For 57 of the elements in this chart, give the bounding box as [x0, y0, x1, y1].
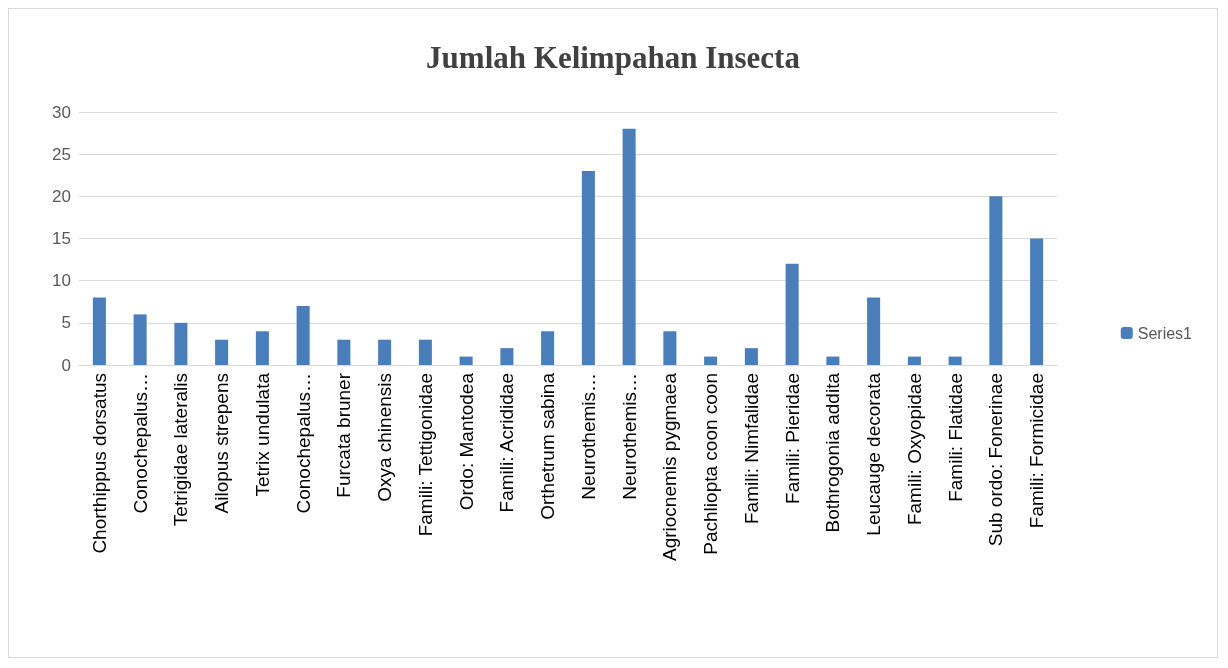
bar	[581, 171, 595, 365]
x-tick-label: Famili: Oxyopidae	[903, 373, 925, 526]
x-tick-label: Furcata bruner	[333, 372, 355, 498]
chart-title: Jumlah Kelimpahan Insecta	[426, 40, 801, 75]
y-tick-label: 30	[52, 102, 71, 122]
y-tick-label: 5	[61, 313, 71, 333]
bar	[663, 331, 677, 365]
x-tick-label: Sub ordo: Fonerinae	[985, 373, 1007, 547]
bar	[785, 263, 799, 365]
bar	[133, 314, 147, 365]
bar	[174, 322, 188, 365]
x-tick-label: Ailopus strepens	[211, 373, 233, 514]
x-tick-label: Conochepalus…	[292, 373, 314, 514]
x-tick-label: Famili: Pieridae	[781, 373, 803, 504]
y-tick-label: 15	[52, 229, 71, 248]
bar	[622, 128, 636, 365]
bar	[215, 339, 229, 365]
bar	[826, 356, 840, 365]
y-tick-label: 20	[52, 186, 71, 206]
bar	[907, 356, 921, 365]
x-tick-label: Famili: Nimfalidae	[740, 373, 762, 524]
x-tick-label: Ordo: Mantodea	[455, 372, 477, 511]
bar	[704, 356, 718, 365]
x-tick-label: Agriocnemis pygmaea	[659, 372, 681, 561]
x-tick-label: Oxya chinensis	[374, 373, 396, 502]
y-tick-label: 0	[61, 355, 71, 375]
bar	[948, 356, 962, 365]
legend-label: Series1	[1137, 324, 1193, 342]
bar	[1030, 238, 1044, 365]
x-tick-label: Famili: Tettigonidae	[414, 373, 436, 537]
bar	[500, 348, 514, 365]
x-tick-label: Leucauge decorata	[863, 372, 885, 536]
x-tick-label: Pachliopta coon coon	[700, 373, 722, 555]
bar	[418, 339, 432, 365]
bar	[296, 305, 310, 365]
x-tick-label: Neurothemis…	[618, 373, 640, 500]
x-tick-label: Famili: Flatidae	[944, 373, 966, 502]
x-tick-label: Tetrigidae lateralis	[170, 373, 192, 527]
x-tick-label: Conochepalus…	[129, 373, 151, 514]
bar	[255, 331, 269, 365]
y-tick-label: 25	[52, 144, 71, 164]
x-tick-label: Tetrix undulata	[251, 372, 273, 497]
x-tick-label: Orthetrum sabina	[537, 372, 559, 520]
x-tick-label: Famili: Acrididae	[496, 373, 518, 513]
y-tick-label: 10	[52, 271, 71, 291]
bar	[92, 297, 106, 365]
bar	[744, 348, 758, 365]
x-tick-label: Famili: Formicidae	[1026, 373, 1048, 529]
bar	[541, 331, 555, 365]
x-tick-label: Bothrogonia addita	[822, 372, 844, 533]
bar	[459, 356, 473, 365]
x-tick-label: Chorthippus dorsatus	[88, 373, 110, 554]
bar	[378, 339, 392, 365]
bar	[867, 297, 881, 365]
bar	[337, 339, 351, 365]
bar	[989, 196, 1003, 365]
x-tick-label: Neurothemis…	[577, 373, 599, 500]
